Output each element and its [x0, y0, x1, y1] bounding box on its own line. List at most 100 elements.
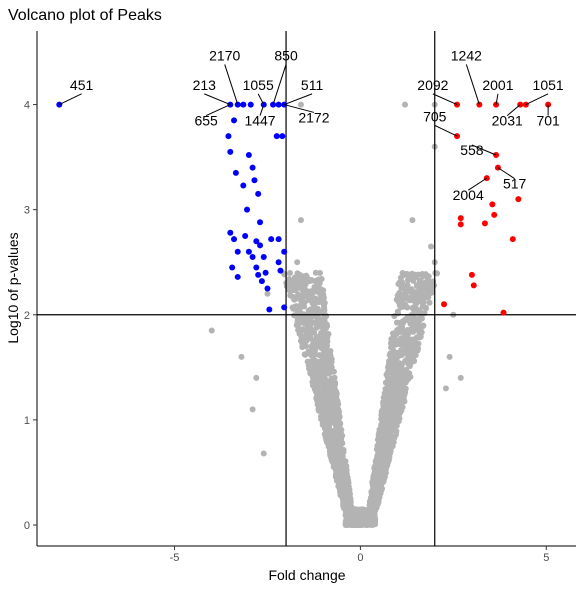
ns-point — [311, 312, 318, 319]
ns-point — [409, 292, 416, 299]
ns-point — [403, 317, 410, 324]
ns-point — [318, 345, 325, 352]
ns-point — [386, 417, 393, 424]
ns-point — [412, 300, 419, 307]
ns-point — [291, 274, 298, 281]
ns-point — [395, 363, 402, 370]
ns-point — [417, 277, 424, 284]
down-regulated-point — [234, 273, 241, 280]
ns-point — [404, 370, 411, 377]
point-label: 1051 — [533, 77, 564, 93]
ns-point — [425, 291, 432, 298]
up-regulated-point — [468, 271, 475, 278]
x-tick-label: -5 — [170, 552, 180, 564]
ns-point — [295, 291, 302, 298]
ns-point — [378, 415, 385, 422]
ns-point — [413, 316, 420, 323]
down-regulated-point — [279, 133, 286, 140]
label-leader — [467, 177, 488, 191]
ns-point — [398, 321, 405, 328]
ns-point — [398, 302, 405, 309]
label-leader — [495, 93, 499, 105]
ns-point — [299, 342, 306, 349]
label-leader — [284, 104, 315, 113]
ns-point — [419, 294, 426, 301]
label-leader — [432, 93, 458, 106]
ns-point — [264, 290, 271, 297]
y-tick-label: 3 — [24, 205, 30, 217]
ns-point — [409, 325, 416, 332]
label-leader — [525, 93, 549, 106]
y-tick-label: 0 — [24, 520, 30, 532]
ns-point — [383, 423, 390, 430]
ns-point — [316, 364, 323, 371]
ns-point — [375, 490, 382, 497]
down-regulated-point — [232, 169, 239, 176]
ns-point — [324, 414, 331, 421]
ns-point — [309, 290, 316, 297]
ns-point — [413, 346, 420, 353]
ns-point — [208, 327, 215, 334]
ns-point — [385, 358, 392, 365]
ns-point — [297, 101, 304, 108]
down-regulated-point — [275, 101, 282, 108]
down-regulated-point — [253, 238, 260, 245]
ns-point — [399, 335, 406, 342]
ns-point — [425, 277, 432, 284]
down-regulated-point — [268, 236, 275, 243]
ns-point — [307, 368, 314, 375]
ns-point — [346, 510, 353, 517]
label-leader — [434, 124, 458, 137]
label-leader — [257, 93, 265, 105]
ns-point — [339, 491, 346, 498]
ns-point — [434, 270, 441, 277]
down-regulated-point — [264, 285, 271, 292]
down-regulated-point — [257, 219, 264, 226]
ns-point — [393, 405, 400, 412]
ns-point — [368, 497, 375, 504]
x-tick-label: 5 — [543, 552, 549, 564]
ns-point — [428, 243, 435, 250]
ns-point — [400, 398, 407, 405]
ns-point — [344, 493, 351, 500]
ns-point — [319, 339, 326, 346]
label-leader — [465, 64, 480, 105]
point-label: 701 — [536, 113, 560, 129]
ns-point — [238, 353, 245, 360]
ns-point — [253, 374, 260, 381]
ns-point — [402, 101, 409, 108]
down-regulated-point — [225, 133, 232, 140]
ns-point — [374, 445, 381, 452]
down-regulated-point — [227, 148, 234, 155]
ns-point — [381, 404, 388, 411]
ns-point — [389, 330, 396, 337]
ns-point — [327, 450, 334, 457]
ns-point — [327, 365, 334, 372]
ns-point — [420, 298, 427, 305]
ns-point — [386, 382, 393, 389]
label-leader — [284, 93, 313, 106]
down-regulated-point — [273, 133, 280, 140]
point-label: 2004 — [453, 187, 484, 203]
ns-point — [381, 390, 388, 397]
ns-point — [374, 476, 381, 483]
ns-point — [374, 469, 381, 476]
ns-point — [337, 435, 344, 442]
ns-point — [400, 341, 407, 348]
label-leader — [272, 64, 287, 105]
ns-point — [319, 409, 326, 416]
label-leader — [471, 144, 497, 156]
ns-point — [323, 381, 330, 388]
point-label: 705 — [423, 108, 447, 124]
ns-point — [368, 514, 375, 521]
ns-point — [286, 270, 293, 277]
down-regulated-point — [281, 248, 288, 255]
ns-point — [342, 469, 349, 476]
y-tick-label: 2 — [24, 310, 30, 322]
ns-point — [330, 384, 337, 391]
label-leader — [259, 104, 265, 116]
ns-point — [351, 510, 358, 517]
ns-point — [290, 287, 297, 294]
